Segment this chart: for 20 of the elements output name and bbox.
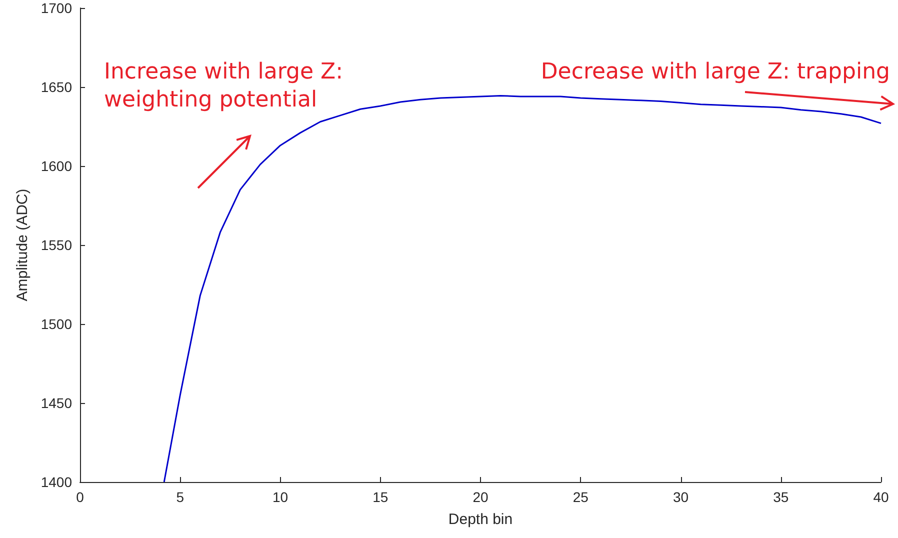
annotation: Increase with large Z: weighting potential <box>104 60 343 112</box>
y-tick-label: 1500 <box>40 316 72 332</box>
y-tick-label: 1700 <box>40 0 72 16</box>
x-tick-label: 0 <box>76 489 84 505</box>
y-tick-label: 1600 <box>40 158 72 174</box>
y-tick-label: 1400 <box>40 474 72 490</box>
y-axis-title: Amplitude (ADC) <box>14 188 31 302</box>
x-tick-label: 40 <box>873 489 889 505</box>
x-tick-label: 10 <box>272 489 288 505</box>
x-axis-title: Depth bin <box>448 511 513 528</box>
y-tick-label: 1650 <box>40 79 72 95</box>
y-tick-label: 1550 <box>40 237 72 253</box>
x-tick-label: 35 <box>773 489 789 505</box>
annotation: Decrease with large Z: trapping <box>540 60 890 84</box>
x-tick-label: 25 <box>572 489 589 505</box>
y-tick-label: 1450 <box>40 395 72 411</box>
x-tick-label: 20 <box>472 489 488 505</box>
x-tick-label: 30 <box>672 489 689 505</box>
x-tick-label: 5 <box>176 489 184 505</box>
x-tick-label: 15 <box>372 489 388 505</box>
